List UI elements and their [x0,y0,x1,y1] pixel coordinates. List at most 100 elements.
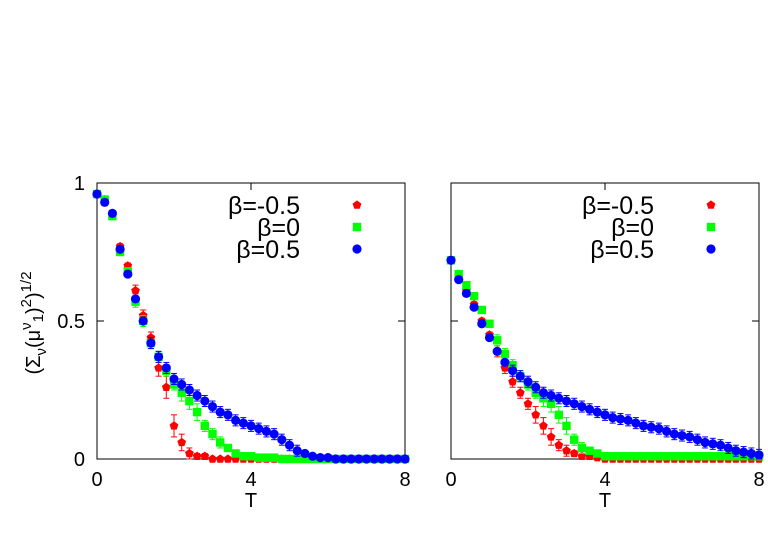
data-point [746,448,756,459]
legend-marker-shape [352,200,362,209]
data-point [484,332,495,343]
data-point [593,449,602,458]
data-point [269,453,279,462]
chart-panel-left: 0 4 800.51T(Σν(μν1)2)1/2β=-0.5β=0β=0.5 [18,173,411,512]
data-point [500,357,510,367]
data-point [377,454,387,464]
data-point [177,379,187,390]
series-0 [446,255,764,463]
data-point [570,435,579,444]
y-tick-label: 0 [74,449,85,471]
data-point [385,454,395,464]
legend-label: β=-0.5 [582,192,654,220]
data-point [585,404,595,414]
data-point [693,452,702,461]
data-point [700,452,710,461]
data-point [269,429,279,439]
data-point [654,452,664,461]
data-point [446,255,456,265]
data-point [215,454,225,463]
data-point [300,448,310,459]
x-tick-label: 8 [753,469,764,491]
data-point [254,424,264,434]
y-axis-title-part: 1 [30,314,47,322]
data-point [562,421,571,431]
data-point [723,443,733,453]
data-point [538,388,549,398]
legend-marker [706,200,716,209]
data-point [192,407,202,417]
data-point [223,410,233,420]
data-point [647,452,656,461]
legend-marker [706,222,716,232]
data-point [662,426,672,436]
legend-label: β=-0.5 [228,192,300,220]
legend-marker-shape [706,244,716,254]
data-point [238,418,248,428]
data-point [208,429,217,439]
x-tick-label: 0 [91,469,102,491]
y-axis-title-part: 2 [18,299,35,307]
data-point [239,452,248,461]
data-point [369,454,379,464]
y-axis-title-part: ) [23,292,45,299]
data-point [161,363,171,373]
data-point [300,454,310,464]
data-point [685,452,694,461]
data-point [115,244,125,254]
data-point [623,452,633,461]
data-point [654,424,664,434]
legend-label: β=0 [257,214,300,242]
data-point [485,319,494,328]
y-axis-title-part: ν [18,322,35,330]
data-point [138,316,148,326]
data-point [616,452,625,461]
data-point [669,429,679,439]
data-point [231,415,241,425]
data-point [577,443,587,453]
data-point [254,453,263,462]
data-point [531,382,541,392]
data-point [215,407,225,417]
y-axis-title-part: ) [23,307,45,314]
data-point [508,377,517,386]
data-point [346,454,356,464]
data-point [184,385,194,395]
data-point [592,407,602,417]
x-axis-title: T [245,490,257,512]
data-point [523,399,533,408]
data-point [507,366,518,376]
data-point [531,410,541,419]
data-point [515,388,525,397]
legend-marker [706,244,716,254]
data-point [277,454,286,464]
data-point [577,401,587,412]
data-point [400,454,410,464]
data-point [454,269,463,279]
series-2 [92,189,410,464]
data-point [392,454,402,464]
data-point [715,440,726,450]
data-point [107,208,117,218]
data-point [208,454,217,463]
data-point [354,454,364,464]
x-axis-title: T [599,490,611,512]
legend-label: β=0.5 [590,236,654,264]
data-point [638,421,649,431]
legend-label: β=0 [611,214,654,242]
data-point [454,275,464,285]
data-point [200,396,210,406]
data-point [523,377,533,387]
data-point [284,440,295,450]
data-point [469,291,479,301]
data-point [685,432,695,442]
data-point [639,452,648,461]
data-point [731,446,741,456]
data-point [146,338,156,348]
data-point [169,421,179,430]
legend-marker-shape [706,200,716,209]
data-point [569,448,579,458]
data-point [539,421,548,430]
data-point [492,346,502,356]
